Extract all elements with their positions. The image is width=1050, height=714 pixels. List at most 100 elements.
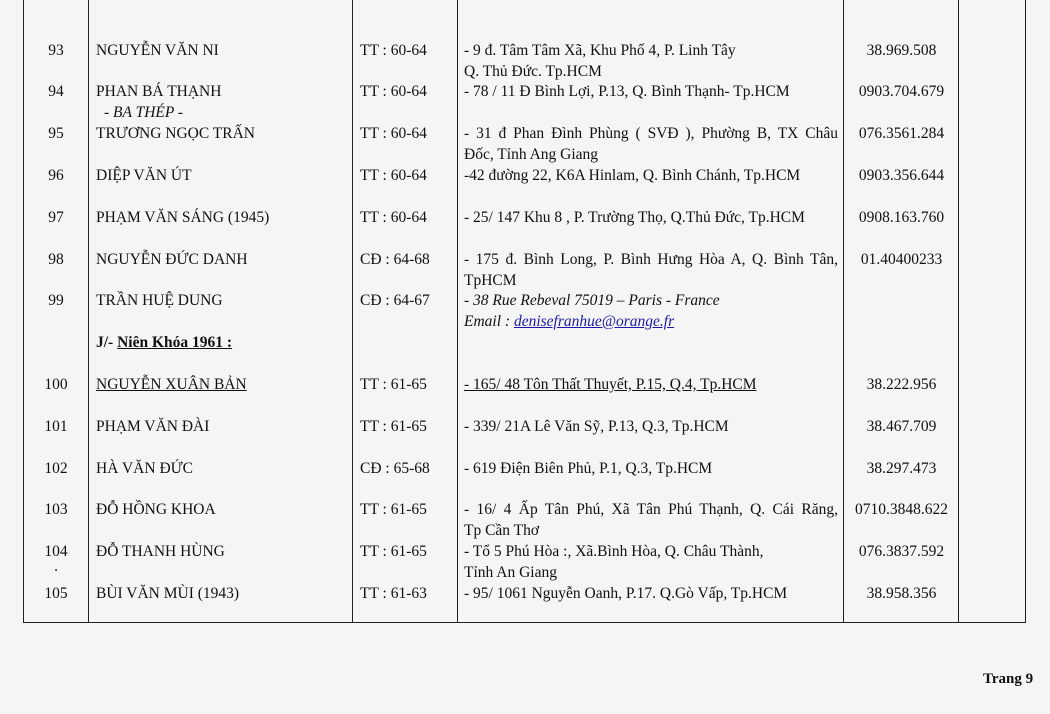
- address-line: - 165/ 48 Tôn Thất Thuyết, P.15, Q.4, Tp…: [464, 376, 757, 393]
- address-line: - 95/ 1061 Nguyễn Oanh, P.17. Q.Gò Vấp, …: [464, 585, 788, 602]
- row-number-value: 95: [48, 125, 64, 142]
- email-line: Email : denisefranhue@orange.fr: [464, 311, 838, 332]
- table-row: 93 NGUYỄN VĂN NI TT : 60-64 - 9 đ. Tâm Tâm …: [24, 40, 1025, 82]
- email-label: Email :: [464, 313, 514, 330]
- phone-number: 38.467.709: [866, 418, 937, 435]
- member-name: NGUYỄN ĐỨC DANH: [96, 249, 248, 270]
- course-years: TT : 61-65: [360, 418, 427, 435]
- address: - 165/ 48 Tôn Thất Thuyết, P.15, Q.4, Tp…: [464, 374, 838, 395]
- row-number-value: 101: [44, 418, 68, 435]
- phone-number: 01.40400233: [860, 251, 943, 268]
- table-row: 105 BÙI VĂN MÙI (1943) TT : 61-63 - 95/ 106…: [24, 583, 1025, 625]
- phone-number: 38.958.356: [866, 585, 937, 602]
- table-row: 95 TRƯƠNG NGỌC TRẤN TT : 60-64 - 31 đ Phan…: [24, 123, 1025, 165]
- member-nickname: - BA THÉP -: [104, 104, 184, 121]
- section-title: J/- Niên Khóa 1961 :: [96, 332, 232, 353]
- member-name: ĐỖ HỒNG KHOA: [96, 499, 216, 520]
- phone-number: 0903.356.644: [858, 167, 945, 184]
- table-row: 97 PHẠM VĂN SÁNG (1945) TT : 60-64 - 25/ 14…: [24, 207, 1025, 249]
- column-divider: [352, 0, 353, 622]
- member-name-text: TRẦN HUỆ DUNG: [96, 292, 223, 309]
- address: - 31 đ Phan Đình Phùng ( SVĐ ), Phường B…: [464, 123, 838, 165]
- row-number: 103: [24, 499, 88, 520]
- member-name-text: PHẠM VĂN SÁNG (1945): [96, 209, 270, 226]
- address-line: - 31 đ Phan Đình Phùng ( SVĐ ), Phường B…: [464, 125, 838, 142]
- phone-number: 0908.163.760: [858, 209, 945, 226]
- row-number: 95: [24, 123, 88, 144]
- table-row: 100 NGUYỄN XUÂN BẢN TT : 61-65 - 165/ 48 Tô…: [24, 374, 1025, 416]
- course-years: TT : 60-64: [360, 42, 427, 59]
- phone-number: 076.3561.284: [858, 125, 945, 142]
- member-name: PHẠM VĂN SÁNG (1945): [96, 207, 269, 228]
- phone-number: 0903.704.679: [858, 83, 945, 100]
- member-name-text: HÀ VĂN ĐỨC: [96, 460, 193, 477]
- address-line: Tp Cần Thơ: [464, 522, 540, 539]
- row-number-value: 93: [48, 42, 64, 59]
- table-row: 104. ĐỖ THANH HÙNG TT : 61-65 - Tổ 5 Phú Hò…: [24, 541, 1025, 583]
- course-years: TT : 60-64: [360, 125, 427, 142]
- member-name: NGUYỄN XUÂN BẢN: [96, 374, 247, 395]
- course-years: TT : 60-64: [360, 167, 427, 184]
- row-number: 102: [24, 458, 88, 479]
- table-row: 101 PHẠM VĂN ĐÀI TT : 61-65 - 339/ 21A Lê V…: [24, 416, 1025, 458]
- row-number-value: 105: [44, 585, 68, 602]
- course-years: TT : 61-63: [360, 585, 427, 602]
- course-years: TT : 61-65: [360, 376, 427, 393]
- member-name: TRẦN HUỆ DUNG: [96, 290, 223, 311]
- row-number-value: 102: [44, 460, 68, 477]
- address-line: - 175 đ. Bình Long, P. Bình Hưng Hòa A, …: [464, 251, 838, 268]
- row-number: 104.: [24, 541, 88, 574]
- member-name-text: DIỆP VĂN ÚT: [96, 167, 192, 184]
- table-row: 98 NGUYỄN ĐỨC DANH CĐ : 64-68 - 175 đ. Bình…: [24, 249, 1025, 291]
- course-years: CĐ : 64-67: [360, 292, 430, 309]
- row-number: 96: [24, 165, 88, 186]
- address-line: - 16/ 4 Ấp Tân Phú, Xã Tân Phú Thạnh, Q.…: [464, 501, 838, 518]
- row-number: 94: [24, 81, 88, 102]
- phone-number: 38.297.473: [866, 460, 937, 477]
- member-name: NGUYỄN VĂN NI: [96, 40, 219, 61]
- contact-table: 93 NGUYỄN VĂN NI TT : 60-64 - 9 đ. Tâm Tâm …: [23, 0, 1026, 623]
- course-years: TT : 60-64: [360, 209, 427, 226]
- column-divider: [958, 0, 959, 622]
- member-name: HÀ VĂN ĐỨC: [96, 458, 193, 479]
- course-years: CĐ : 65-68: [360, 460, 430, 477]
- row-number: 101: [24, 416, 88, 437]
- address: - 16/ 4 Ấp Tân Phú, Xã Tân Phú Thạnh, Q.…: [464, 499, 838, 541]
- address-line: Tỉnh An Giang: [464, 564, 557, 581]
- table-row: 103 ĐỖ HỒNG KHOA TT : 61-65 - 16/ 4 Ấp Tân …: [24, 499, 1025, 541]
- row-number: 97: [24, 207, 88, 228]
- phone-number: 076.3837.592: [858, 543, 945, 560]
- section-label: Niên Khóa 1961 :: [117, 334, 233, 351]
- email-link[interactable]: denisefranhue@orange.fr: [513, 313, 675, 330]
- row-number-value: 104: [44, 543, 68, 560]
- address-line: - 78 / 11 Đ Bình Lợi, P.13, Q. Bình Thạn…: [464, 83, 790, 100]
- member-name-text: TRƯƠNG NGỌC TRẤN: [96, 125, 255, 142]
- member-name-text: NGUYỄN XUÂN BẢN: [96, 376, 247, 393]
- section-header: J/- Niên Khóa 1961 :: [24, 332, 1025, 374]
- course-years: TT : 60-64: [360, 83, 427, 100]
- member-name: DIỆP VĂN ÚT: [96, 165, 192, 186]
- address: - 9 đ. Tâm Tâm Xã, Khu Phố 4, P. Linh Tâ…: [464, 40, 838, 82]
- address-line: - 9 đ. Tâm Tâm Xã, Khu Phố 4, P. Linh Tâ…: [464, 42, 736, 59]
- address-line: -42 đường 22, K6A Hinlam, Q. Bình Chánh,…: [464, 167, 801, 184]
- table-row: 102 HÀ VĂN ĐỨC CĐ : 65-68 - 619 Điện Biên P…: [24, 458, 1025, 500]
- address: - 78 / 11 Đ Bình Lợi, P.13, Q. Bình Thạn…: [464, 81, 838, 102]
- member-name-text: BÙI VĂN MÙI (1943): [96, 585, 240, 602]
- row-number-value: 94: [48, 83, 64, 100]
- table-row: 94 PHAN BÁ THẠNH - BA THÉP - TT : 60-64 - 78…: [24, 81, 1025, 123]
- course-years: TT : 61-65: [360, 543, 427, 560]
- address-line: - 619 Điện Biên Phủ, P.1, Q.3, Tp.HCM: [464, 460, 713, 477]
- address-line: - 25/ 147 Khu 8 , P. Trường Thọ, Q.Thủ Đ…: [464, 209, 805, 226]
- member-name-text: NGUYỄN VĂN NI: [96, 42, 219, 59]
- member-name: TRƯƠNG NGỌC TRẤN: [96, 123, 255, 144]
- address-line: - 339/ 21A Lê Văn Sỹ, P.13, Q.3, Tp.HCM: [464, 418, 729, 435]
- table-row: 96 DIỆP VĂN ÚT TT : 60-64 -42 đường 22, K6A…: [24, 165, 1025, 207]
- member-name-text: NGUYỄN ĐỨC DANH: [96, 251, 248, 268]
- address: - 619 Điện Biên Phủ, P.1, Q.3, Tp.HCM: [464, 458, 838, 479]
- row-number-value: 96: [48, 167, 64, 184]
- section-prefix: J/-: [96, 334, 118, 351]
- row-number: 105: [24, 583, 88, 604]
- column-divider: [457, 0, 458, 622]
- row-number: 98: [24, 249, 88, 270]
- member-name-text: PHAN BÁ THẠNH: [96, 83, 222, 100]
